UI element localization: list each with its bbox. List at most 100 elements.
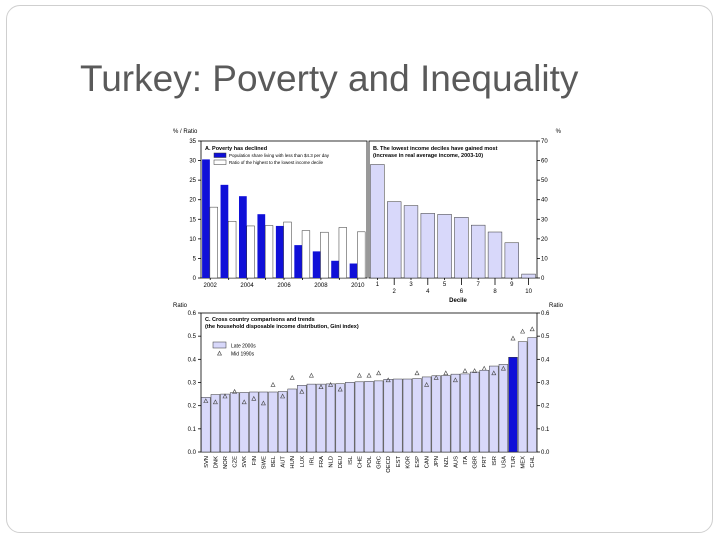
- panel-b-xtick-label: 9: [510, 282, 514, 288]
- panel-c-bar: [325, 383, 336, 453]
- panel-b-ytick-label: 20: [541, 237, 548, 243]
- panel-c-marker: [328, 381, 334, 387]
- panel-a-ytick-label: 35: [189, 139, 196, 145]
- panel-a-ytick-label: 30: [189, 159, 196, 165]
- panel-b-bar: [387, 201, 402, 279]
- panel-b-xtick-label: 1: [376, 282, 380, 288]
- panel-c-bar: [306, 383, 317, 453]
- panel-c-marker: [366, 372, 372, 378]
- panel-c-xtick-label: MEX: [521, 456, 527, 469]
- panel-b-ytick-label: 60: [541, 159, 548, 165]
- panel-b-xtick-label: 5: [443, 282, 447, 288]
- panel-c-marker: [280, 393, 286, 399]
- panel-a-bar: [264, 225, 274, 279]
- panel-c-bar: [412, 378, 422, 453]
- panel-c-ytick-label: 0.2: [188, 404, 197, 410]
- panel-b-ytick-label: 0: [541, 276, 545, 282]
- panel-c-bar: [517, 341, 528, 453]
- panel-c-xtick-label: ISR: [492, 456, 498, 466]
- panel-b-bar: [403, 205, 419, 279]
- panel-c-bar: [460, 373, 470, 453]
- panel-c-marker: [433, 375, 439, 380]
- panel-c-xtick-label: SVK: [242, 456, 248, 468]
- panel-b-ytick-label: 10: [541, 256, 548, 262]
- panel-a-bar: [349, 263, 358, 278]
- panel-c-ytick-label-right: 0.5: [541, 334, 550, 340]
- panel-c-bar: [373, 380, 384, 453]
- panel-c-xtick-label: FRA: [319, 456, 325, 468]
- panel-a-ylabel: % / Ratio: [173, 129, 198, 135]
- panel-c-xtick-label: GBR: [473, 456, 479, 469]
- panel-c-xtick-label: AUT: [281, 456, 287, 468]
- panel-c-xtick-label: LUX: [300, 456, 306, 467]
- panel-c-bar: [249, 391, 259, 453]
- panel-b-xtick-label: 7: [477, 282, 481, 288]
- panel-c-ytick-label: 0.1: [188, 427, 197, 433]
- panel-c-bar: [201, 397, 211, 453]
- panel-b-bar: [437, 214, 452, 279]
- panel-b-xtick-label: 8: [493, 289, 497, 295]
- panel-b-ytick-label: 50: [541, 178, 548, 184]
- panel-a-bar: [283, 221, 292, 279]
- panel-c-xtick-label: BEL: [271, 455, 277, 467]
- panel-c-xtick-label: NLD: [329, 456, 335, 468]
- panel-a-xtick-label: 2004: [240, 283, 254, 289]
- panel-c-legend-label: Late 2000s: [231, 344, 256, 350]
- panel-c-xtick-label: CHE: [357, 456, 363, 468]
- panel-b-bar: [471, 224, 486, 279]
- panel-a-bar: [257, 214, 266, 278]
- panel-a-ytick-label: 20: [189, 198, 196, 204]
- panel-c-marker: [452, 377, 458, 383]
- panel-a-xtick-label: 2008: [314, 283, 328, 289]
- panel-a-bar: [294, 245, 303, 278]
- panel-a-bar: [202, 159, 210, 278]
- panel-c-bar: [297, 385, 307, 453]
- panel-b-bar: [370, 164, 385, 279]
- panel-b-bar: [487, 231, 503, 279]
- panel-c-marker: [260, 400, 266, 406]
- panel-b-xtick-label: 6: [460, 289, 464, 295]
- panel-c-xtick-label: PRT: [482, 456, 488, 468]
- panel-c-bar: [498, 364, 509, 453]
- panel-c-bar: [268, 391, 278, 453]
- panel-c-xtick-label: ITA: [463, 456, 469, 465]
- panel-c-ytick-label-right: 0.0: [541, 450, 550, 456]
- panel-c-ylabel-right: Ratio: [549, 303, 564, 309]
- panel-c-ytick-label-right: 0.3: [541, 381, 550, 387]
- panel-c-ytick-label: 0.6: [188, 311, 197, 317]
- panel-c-bar: [354, 381, 365, 453]
- panel-c-marker: [376, 370, 382, 376]
- panel-a-bar: [246, 225, 255, 279]
- panel-a-xtick-label: 2010: [351, 283, 365, 289]
- panel-c-ytick-label-right: 0.2: [541, 404, 550, 410]
- panel-c-bar: [469, 371, 480, 453]
- panel-a-bar: [320, 231, 329, 279]
- panel-c-marker: [462, 368, 468, 373]
- panel-c-marker: [500, 365, 506, 371]
- panel-a-bar: [238, 196, 247, 278]
- panel-c-ytick-label: 0.0: [188, 450, 197, 456]
- panel-c-marker: [356, 372, 362, 378]
- panel-c-xtick-label: POL: [367, 455, 373, 467]
- panel-c-bar: [431, 375, 441, 453]
- panel-a-title: A. Poverty has declined: [205, 146, 267, 152]
- panel-c-xtick-label: SVN: [204, 456, 210, 468]
- panel-a-bar: [275, 225, 284, 278]
- panel-b-xtick-label: 3: [409, 282, 413, 288]
- panel-c-xtick-label: ESP: [415, 456, 421, 468]
- panel-c-legend-swatch: [212, 341, 227, 349]
- panel-c-marker: [203, 398, 209, 403]
- panel-b-bar: [420, 213, 435, 279]
- panel-b-xtick-label: 4: [426, 289, 430, 295]
- panel-c-marker: [414, 370, 420, 376]
- panel-c-xtick-label: CAN: [425, 456, 431, 468]
- panel-c-xtick-label: NZL: [444, 455, 450, 467]
- panel-c-xtick-label: IRL: [309, 455, 315, 465]
- panel-b-xlabel: Decile: [449, 298, 467, 304]
- panel-b-title: B. The lowest income deciles have gained…: [373, 146, 498, 152]
- panel-c-xtick-label: DNK: [213, 456, 219, 468]
- panel-a-xtick-label: 2006: [277, 283, 291, 289]
- panel-c-bar: [479, 369, 489, 453]
- panel-a-bar: [220, 184, 229, 278]
